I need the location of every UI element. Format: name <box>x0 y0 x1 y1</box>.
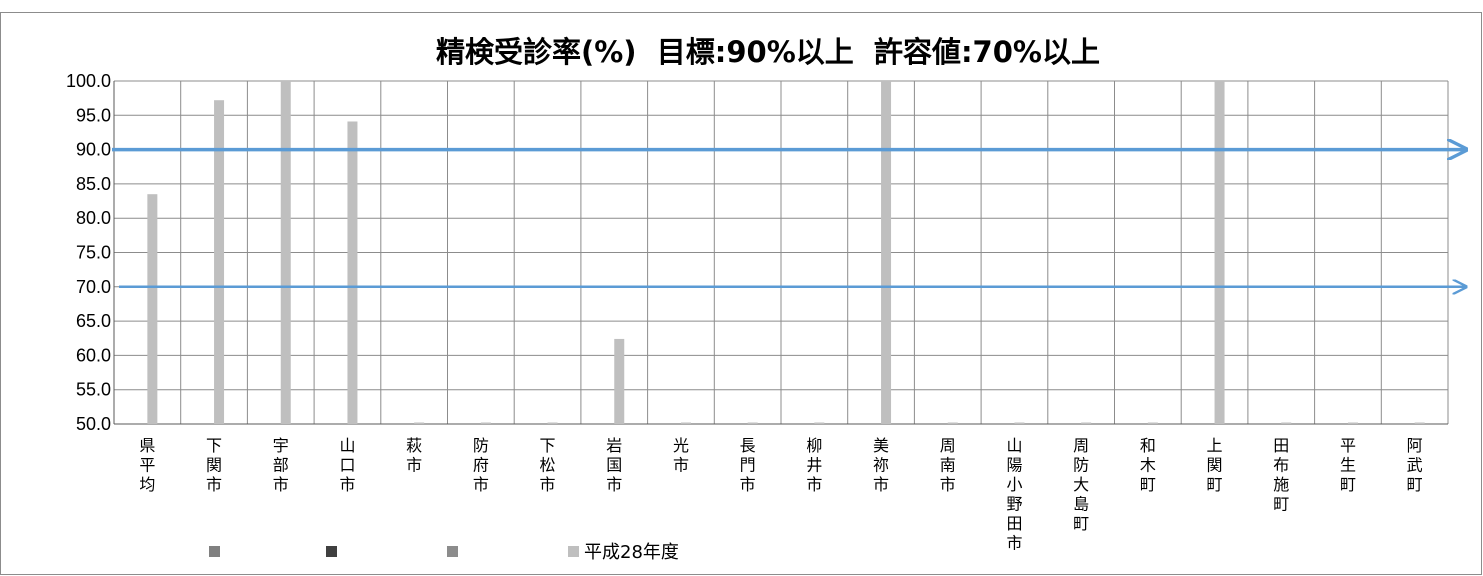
x-category-label: 周南市 <box>940 436 956 494</box>
bar <box>680 422 691 424</box>
bar <box>1014 422 1025 424</box>
x-category-label: 宇部市 <box>273 436 289 494</box>
y-tick-label: 55.0 <box>76 380 111 400</box>
x-category-label: 岩国市 <box>606 436 622 494</box>
bar-chart: 精検受診率(%) 目標:90%以上 許容値:70%以上 100.0 95.0 90.… <box>66 35 1481 563</box>
legend-swatch <box>326 546 337 557</box>
bar <box>214 100 225 424</box>
x-category-label: 周防大島町 <box>1073 436 1089 533</box>
plot-area: 100.0 95.0 90.0 85.0 80.0 75.0 70.0 65.0 60.0 55.… <box>66 71 1466 553</box>
bar <box>614 338 625 424</box>
x-category-label: 防府市 <box>473 436 489 494</box>
chart-frame: 精検受診率(%) 目標:90%以上 許容値:70%以上 100.0 95.0 90.… <box>0 12 1482 575</box>
bar <box>1081 422 1092 424</box>
bar <box>1214 81 1225 424</box>
bar <box>147 194 158 424</box>
x-category-label: 光市 <box>673 436 689 475</box>
x-category-label: 阿武町 <box>1407 436 1423 494</box>
y-tick-label: 50.0 <box>76 414 111 434</box>
bar <box>1281 422 1292 424</box>
x-category-label: 柳井市 <box>806 436 822 494</box>
y-tick-label: 65.0 <box>76 311 111 331</box>
x-category-label: 萩市 <box>406 436 422 475</box>
y-tick-label: 75.0 <box>76 243 111 263</box>
y-tick-label: 70.0 <box>76 277 111 297</box>
bar <box>814 422 825 424</box>
bar <box>1147 422 1158 424</box>
x-category-label: 美祢市 <box>873 436 889 494</box>
y-tick-label: 60.0 <box>76 345 111 365</box>
bar <box>747 422 758 424</box>
x-category-label: 山陽小野田市 <box>1006 436 1022 553</box>
legend-swatch <box>447 546 458 557</box>
legend-swatch <box>568 546 579 557</box>
y-tick-label: 100.0 <box>66 71 111 91</box>
chart-title: 精検受診率(%) 目標:90%以上 許容値:70%以上 <box>436 35 1100 69</box>
bar <box>1414 422 1425 424</box>
y-tick-label: 90.0 <box>76 140 111 160</box>
x-category-label: 下関市 <box>206 436 222 494</box>
legend: 平成28年度 <box>209 542 679 563</box>
y-tick-label: 80.0 <box>76 208 111 228</box>
legend-swatch <box>209 546 220 557</box>
x-category-label: 田布施町 <box>1273 436 1289 514</box>
x-category-label: 県平均 <box>139 436 155 494</box>
bar <box>347 121 358 424</box>
x-category-label: 山口市 <box>339 436 355 494</box>
bar <box>480 422 491 424</box>
bar <box>547 422 558 424</box>
legend-label: 平成28年度 <box>584 542 679 563</box>
x-category-label: 長門市 <box>740 436 756 494</box>
x-category-label: 平生町 <box>1340 436 1356 494</box>
x-category-label: 上関町 <box>1207 436 1223 494</box>
x-category-label: 下松市 <box>540 436 556 494</box>
y-tick-label: 95.0 <box>76 105 111 125</box>
bar <box>1347 422 1358 424</box>
bar <box>881 81 892 424</box>
bar <box>414 422 425 424</box>
x-category-label: 和木町 <box>1140 436 1156 494</box>
bar <box>280 81 291 424</box>
bar <box>947 422 958 424</box>
y-tick-label: 85.0 <box>76 174 111 194</box>
